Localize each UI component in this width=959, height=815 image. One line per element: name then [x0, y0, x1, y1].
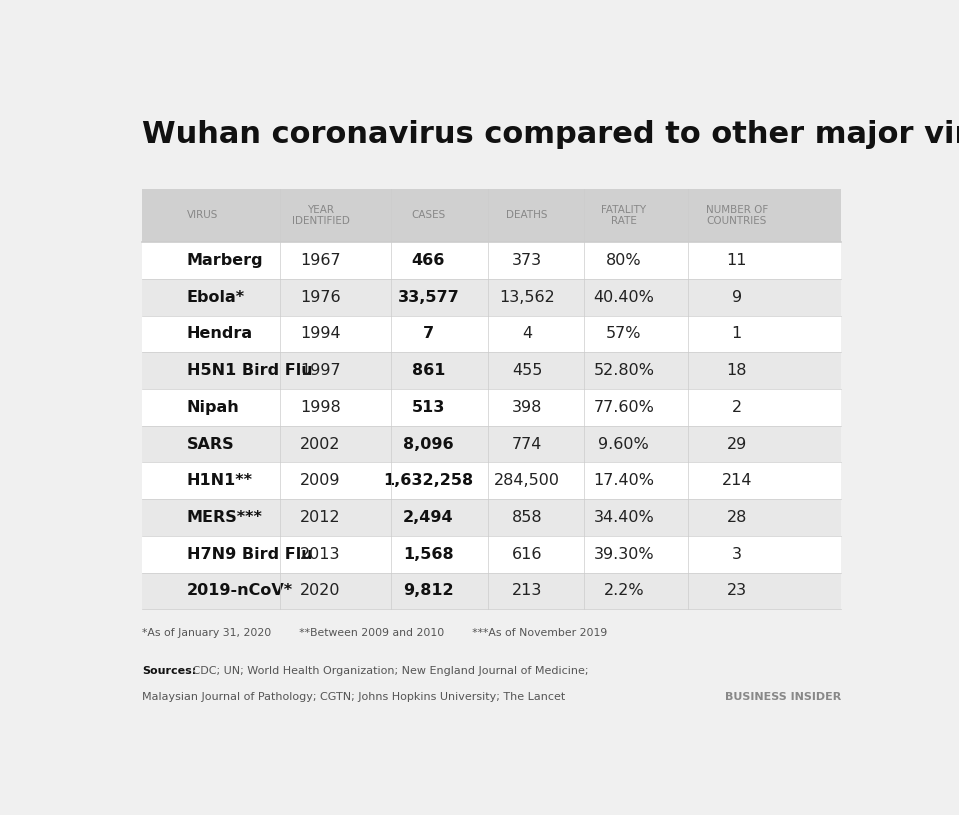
Text: 2013: 2013 — [300, 547, 340, 562]
Text: DEATHS: DEATHS — [506, 210, 548, 221]
Text: 9: 9 — [732, 289, 742, 305]
Text: 39.30%: 39.30% — [594, 547, 654, 562]
Text: 2,494: 2,494 — [403, 510, 454, 525]
Text: NUMBER OF
COUNTRIES: NUMBER OF COUNTRIES — [706, 205, 768, 227]
Text: 861: 861 — [411, 363, 445, 378]
Text: 77.60%: 77.60% — [594, 400, 654, 415]
Text: 1,632,258: 1,632,258 — [384, 474, 474, 488]
Text: Hendra: Hendra — [187, 327, 253, 341]
Text: 33,577: 33,577 — [397, 289, 459, 305]
Text: 2: 2 — [732, 400, 742, 415]
Text: 2019-nCoV*: 2019-nCoV* — [187, 584, 292, 598]
Text: BUSINESS INSIDER: BUSINESS INSIDER — [725, 692, 841, 702]
Text: 1: 1 — [732, 327, 742, 341]
Text: Wuhan coronavirus compared to other major viruses: Wuhan coronavirus compared to other majo… — [142, 120, 959, 149]
Bar — [142, 315, 841, 352]
Text: 80%: 80% — [606, 253, 642, 268]
Bar — [142, 573, 841, 610]
Text: Malaysian Journal of Pathology; CGTN; Johns Hopkins University; The Lancet: Malaysian Journal of Pathology; CGTN; Jo… — [142, 692, 566, 702]
Text: 1997: 1997 — [300, 363, 340, 378]
Text: 213: 213 — [512, 584, 543, 598]
Text: 13,562: 13,562 — [500, 289, 555, 305]
Text: SARS: SARS — [187, 437, 234, 452]
Bar — [142, 389, 841, 425]
Text: 52.80%: 52.80% — [594, 363, 654, 378]
Text: H5N1 Bird Flu: H5N1 Bird Flu — [187, 363, 313, 378]
Bar — [142, 352, 841, 389]
Text: 2.2%: 2.2% — [603, 584, 644, 598]
Text: 513: 513 — [411, 400, 445, 415]
Text: 2009: 2009 — [300, 474, 340, 488]
Text: 2020: 2020 — [300, 584, 340, 598]
Text: 1,568: 1,568 — [403, 547, 454, 562]
Text: 23: 23 — [727, 584, 747, 598]
Text: 4: 4 — [522, 327, 532, 341]
Text: 28: 28 — [727, 510, 747, 525]
Text: 17.40%: 17.40% — [594, 474, 654, 488]
Text: H7N9 Bird Flu: H7N9 Bird Flu — [187, 547, 313, 562]
Text: 774: 774 — [512, 437, 543, 452]
Text: Nipah: Nipah — [187, 400, 240, 415]
Text: 29: 29 — [727, 437, 747, 452]
Bar — [142, 242, 841, 279]
Text: Marberg: Marberg — [187, 253, 264, 268]
Text: 373: 373 — [512, 253, 542, 268]
Text: VIRUS: VIRUS — [187, 210, 218, 221]
Text: 34.40%: 34.40% — [594, 510, 654, 525]
Bar — [142, 535, 841, 573]
Text: *As of January 31, 2020        **Between 2009 and 2010        ***As of November : *As of January 31, 2020 **Between 2009 a… — [142, 628, 607, 638]
Text: YEAR
IDENTIFIED: YEAR IDENTIFIED — [292, 205, 349, 227]
Text: 40.40%: 40.40% — [594, 289, 654, 305]
Text: 214: 214 — [721, 474, 752, 488]
Bar — [142, 189, 841, 242]
Text: 7: 7 — [423, 327, 433, 341]
Text: 1994: 1994 — [300, 327, 340, 341]
Text: 466: 466 — [411, 253, 445, 268]
Text: 11: 11 — [727, 253, 747, 268]
Text: 2012: 2012 — [300, 510, 340, 525]
Text: 3: 3 — [732, 547, 741, 562]
Bar — [142, 462, 841, 499]
Text: 1967: 1967 — [300, 253, 340, 268]
Text: 2002: 2002 — [300, 437, 340, 452]
Text: CDC; UN; World Health Organization; New England Journal of Medicine;: CDC; UN; World Health Organization; New … — [189, 666, 589, 676]
Text: 9.60%: 9.60% — [598, 437, 649, 452]
Text: 858: 858 — [512, 510, 543, 525]
Text: Ebola*: Ebola* — [187, 289, 245, 305]
Text: 1998: 1998 — [300, 400, 340, 415]
Bar — [142, 499, 841, 535]
Text: 8,096: 8,096 — [403, 437, 454, 452]
Text: 616: 616 — [512, 547, 543, 562]
Bar — [142, 425, 841, 462]
Text: CASES: CASES — [411, 210, 445, 221]
Text: 284,500: 284,500 — [494, 474, 560, 488]
Text: 18: 18 — [727, 363, 747, 378]
Text: 57%: 57% — [606, 327, 642, 341]
Text: FATALITY
RATE: FATALITY RATE — [601, 205, 646, 227]
Text: 9,812: 9,812 — [403, 584, 454, 598]
Text: Sources:: Sources: — [142, 666, 197, 676]
Text: MERS***: MERS*** — [187, 510, 263, 525]
Text: 1976: 1976 — [300, 289, 340, 305]
Text: 455: 455 — [512, 363, 543, 378]
Text: H1N1**: H1N1** — [187, 474, 253, 488]
Text: 398: 398 — [512, 400, 543, 415]
Bar — [142, 279, 841, 315]
